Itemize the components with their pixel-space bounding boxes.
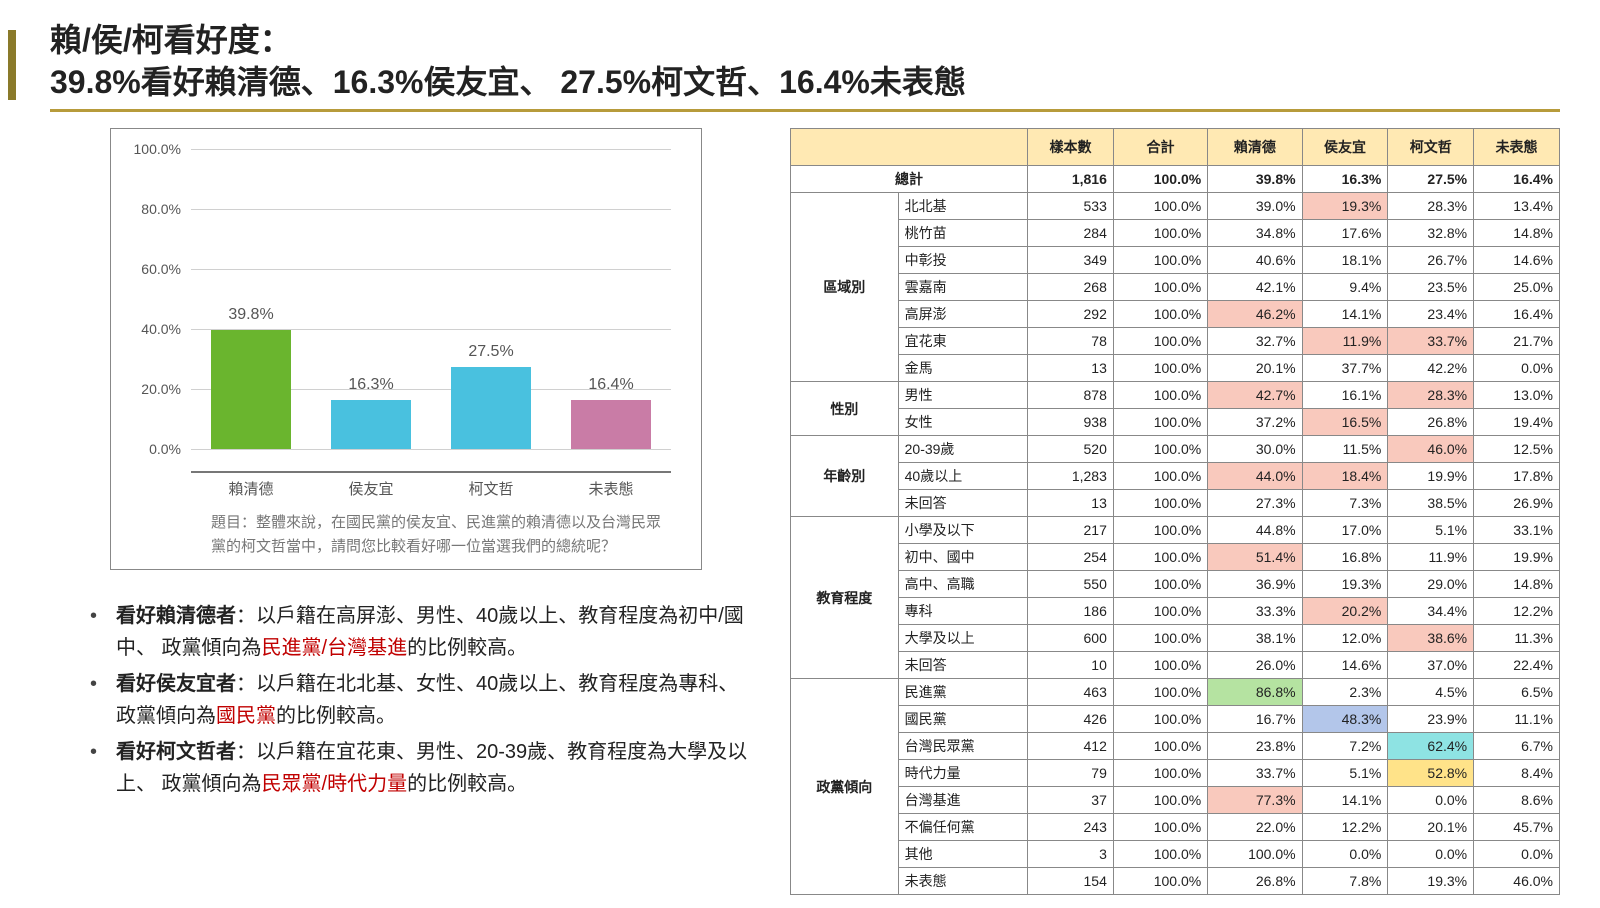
x-axis-label: 柯文哲 <box>468 478 513 499</box>
bar <box>211 330 291 449</box>
table-row: 初中、國中254100.0%51.4%16.8%11.9%19.9% <box>791 544 1560 571</box>
x-axis-label: 侯友宜 <box>348 478 393 499</box>
table-group-label: 年齡別 <box>791 436 899 517</box>
x-axis-label: 賴清德 <box>228 478 273 499</box>
y-axis-tick: 40.0% <box>121 321 181 337</box>
page-title-line2: 39.8%看好賴清德、16.3%侯友宜、 27.5%柯文哲、16.4%未表態 <box>50 62 1560 104</box>
table-row: 女性938100.0%37.2%16.5%26.8%19.4% <box>791 409 1560 436</box>
summary-bullets: •看好賴清德者：以戶籍在高屏澎、男性、40歲以上、教育程度為初中/國中、 政黨傾… <box>90 600 750 800</box>
bullet-item: •看好柯文哲者：以戶籍在宜花東、男性、20-39歲、教育程度為大學及以上、 政黨… <box>90 736 750 800</box>
bar <box>451 367 531 450</box>
table-row: 不偏任何黨243100.0%22.0%12.2%20.1%45.7% <box>791 814 1560 841</box>
y-axis-tick: 60.0% <box>121 261 181 277</box>
table-row: 大學及以上600100.0%38.1%12.0%38.6%11.3% <box>791 625 1560 652</box>
table-row: 台灣民眾黨412100.0%23.8%7.2%62.4%6.7% <box>791 733 1560 760</box>
table-row: 時代力量79100.0%33.7%5.1%52.8%8.4% <box>791 760 1560 787</box>
bar <box>571 400 651 449</box>
y-axis-tick: 20.0% <box>121 381 181 397</box>
page-title-block: 賴/侯/柯看好度： 39.8%看好賴清德、16.3%侯友宜、 27.5%柯文哲、… <box>50 20 1560 103</box>
table-row: 專科186100.0%33.3%20.2%34.4%12.2% <box>791 598 1560 625</box>
bar-value-label: 27.5% <box>468 343 513 361</box>
bullet-item: •看好賴清德者：以戶籍在高屏澎、男性、40歲以上、教育程度為初中/國中、 政黨傾… <box>90 600 750 664</box>
crosstab-table: 樣本數合計賴清德侯友宜柯文哲未表態總計1,816100.0%39.8%16.3%… <box>790 128 1560 895</box>
table-header: 樣本數 <box>1028 129 1114 166</box>
table-row: 金馬13100.0%20.1%37.7%42.2%0.0% <box>791 355 1560 382</box>
table-total-row: 總計1,816100.0%39.8%16.3%27.5%16.4% <box>791 166 1560 193</box>
accent-bar <box>8 30 16 100</box>
table-row: 高屏澎292100.0%46.2%14.1%23.4%16.4% <box>791 301 1560 328</box>
table-group-label: 政黨傾向 <box>791 679 899 895</box>
table-row: 台灣基進37100.0%77.3%14.1%0.0%8.6% <box>791 787 1560 814</box>
bullet-item: •看好侯友宜者：以戶籍在北北基、女性、40歲以上、教育程度為專科、政黨傾向為國民… <box>90 668 750 732</box>
page-title-line1: 賴/侯/柯看好度： <box>50 20 1560 62</box>
table-header: 柯文哲 <box>1388 129 1474 166</box>
bar-value-label: 39.8% <box>228 306 273 324</box>
x-axis-label: 未表態 <box>588 478 633 499</box>
table-row: 區域別北北基533100.0%39.0%19.3%28.3%13.4% <box>791 193 1560 220</box>
y-axis-tick: 0.0% <box>121 441 181 457</box>
table-row: 年齡別20-39歲520100.0%30.0%11.5%46.0%12.5% <box>791 436 1560 463</box>
table-row: 中彰投349100.0%40.6%18.1%26.7%14.6% <box>791 247 1560 274</box>
y-axis-tick: 100.0% <box>121 141 181 157</box>
table-row: 宜花東78100.0%32.7%11.9%33.7%21.7% <box>791 328 1560 355</box>
table-header: 侯友宜 <box>1302 129 1388 166</box>
table-row: 國民黨426100.0%16.7%48.3%23.9%11.1% <box>791 706 1560 733</box>
table-row: 性別男性878100.0%42.7%16.1%28.3%13.0% <box>791 382 1560 409</box>
y-axis-tick: 80.0% <box>121 201 181 217</box>
table-group-label: 教育程度 <box>791 517 899 679</box>
bar <box>331 400 411 449</box>
table-row: 雲嘉南268100.0%42.1%9.4%23.5%25.0% <box>791 274 1560 301</box>
title-divider <box>50 109 1560 112</box>
table-row: 未表態154100.0%26.8%7.8%19.3%46.0% <box>791 868 1560 895</box>
table-group-label: 區域別 <box>791 193 899 382</box>
table-row: 高中、高職550100.0%36.9%19.3%29.0%14.8% <box>791 571 1560 598</box>
table-header: 賴清德 <box>1208 129 1302 166</box>
table-header <box>791 129 1028 166</box>
table-row: 其他3100.0%100.0%0.0%0.0%0.0% <box>791 841 1560 868</box>
table-row: 未回答13100.0%27.3%7.3%38.5%26.9% <box>791 490 1560 517</box>
table-header: 合計 <box>1113 129 1207 166</box>
table-row: 未回答10100.0%26.0%14.6%37.0%22.4% <box>791 652 1560 679</box>
bar-value-label: 16.4% <box>588 376 633 394</box>
table-row: 40歲以上1,283100.0%44.0%18.4%19.9%17.8% <box>791 463 1560 490</box>
favorability-bar-chart: 0.0% 20.0% 40.0% 60.0% 80.0% 100.0% 39.8% 16.3%… <box>110 128 702 570</box>
chart-question-note: 題目：整體來說，在國民黨的侯友宜、民進黨的賴清德以及台灣民眾黨的柯文哲當中，請問… <box>211 511 661 559</box>
table-row: 教育程度小學及以下217100.0%44.8%17.0%5.1%33.1% <box>791 517 1560 544</box>
table-row: 政黨傾向民進黨463100.0%86.8%2.3%4.5%6.5% <box>791 679 1560 706</box>
table-header: 未表態 <box>1474 129 1560 166</box>
bar-value-label: 16.3% <box>348 376 393 394</box>
table-group-label: 性別 <box>791 382 899 436</box>
table-row: 桃竹苗284100.0%34.8%17.6%32.8%14.8% <box>791 220 1560 247</box>
